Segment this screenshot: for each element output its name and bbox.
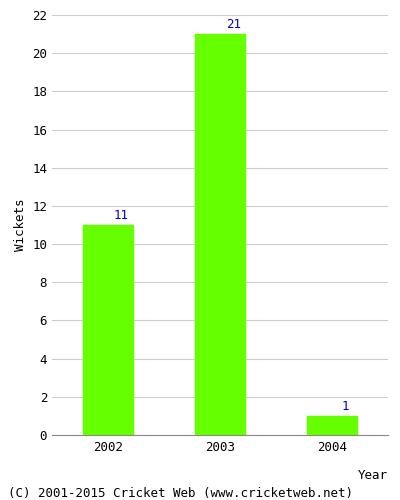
Y-axis label: Wickets: Wickets xyxy=(14,198,26,251)
Bar xyxy=(195,34,245,435)
Bar xyxy=(83,225,133,435)
Text: (C) 2001-2015 Cricket Web (www.cricketweb.net): (C) 2001-2015 Cricket Web (www.cricketwe… xyxy=(8,488,353,500)
Text: 11: 11 xyxy=(114,209,129,222)
Text: 21: 21 xyxy=(226,18,241,31)
Text: Year: Year xyxy=(358,468,388,481)
Text: 1: 1 xyxy=(342,400,349,413)
Bar xyxy=(307,416,357,435)
